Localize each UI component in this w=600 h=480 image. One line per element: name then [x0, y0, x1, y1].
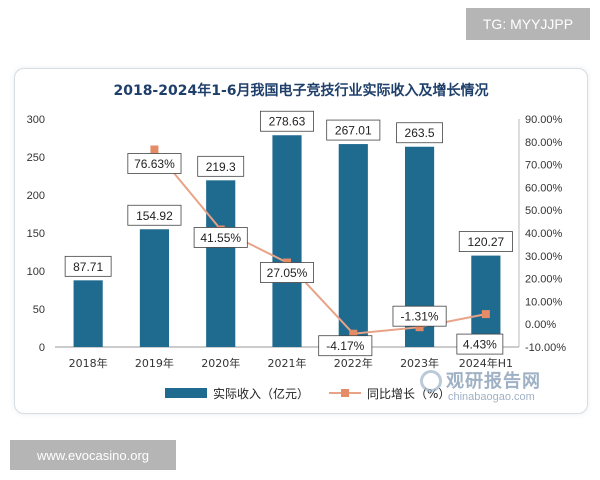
growth-point [150, 145, 159, 154]
y-right-tick-label: 80.00% [525, 137, 563, 149]
bar [73, 280, 103, 347]
growth-value-label-box [318, 335, 373, 357]
y-left-tick-label: 300 [27, 114, 45, 126]
x-tick-label: 2020年 [201, 356, 240, 370]
y-left-tick-label: 150 [27, 228, 45, 240]
growth-value-label: -1.31% [401, 310, 439, 324]
x-tick-label: 2022年 [334, 356, 373, 370]
bar [139, 229, 170, 347]
y-right-tick-label: 40.00% [525, 228, 563, 240]
watermark-name: 观研报告网 [446, 371, 541, 392]
bar-value-label-box [64, 255, 112, 277]
bar-value-label-box [259, 110, 314, 132]
growth-value-label-box [193, 227, 248, 248]
y-right-tick-label: 90.00% [525, 114, 563, 126]
y-left-tick-label: 250 [27, 152, 45, 164]
growth-point [415, 323, 424, 332]
x-tick-label: 2024年H1 [459, 356, 513, 370]
site-badge: www.evocasino.org [10, 440, 176, 470]
growth-value-label: -4.17% [326, 339, 364, 353]
growth-value-label-box [392, 305, 447, 327]
chart-card: 2018-2024年1-6月我国电子竞技行业实际收入及增长情况 0 50 100 150… [14, 68, 588, 414]
growth-value-label-box [456, 333, 504, 355]
growth-value-label: 41.55% [200, 231, 241, 245]
bar [272, 135, 302, 347]
bar-value-label: 219.3 [206, 160, 236, 174]
bar-value-label-box [458, 231, 513, 252]
y-right-tick-label: 10.00% [525, 296, 563, 308]
x-tick-label: 2021年 [268, 356, 307, 370]
bar [338, 144, 368, 347]
growth-value-label-box [127, 153, 182, 174]
bar-value-label-box [396, 122, 443, 144]
bar-value-label-box [197, 155, 245, 177]
growth-point [349, 329, 358, 338]
y-left-tick-label: 200 [27, 190, 45, 202]
bar [471, 255, 501, 347]
bar-value-label: 120.27 [468, 235, 505, 249]
watermark-domain: chinabaogao.com [448, 391, 535, 403]
y-right-tick-label: 20.00% [525, 274, 563, 286]
bar-value-label: 87.71 [73, 260, 103, 274]
bar-value-label: 267.01 [335, 124, 372, 138]
y-right-tick-label: 50.00% [525, 205, 563, 217]
watermark-logo-icon [420, 370, 442, 392]
growth-point [481, 310, 490, 319]
x-tick-label: 2018年 [69, 356, 108, 370]
legend-bar-label: 实际收入（亿元） [213, 386, 309, 401]
growth-value-label-box [259, 262, 314, 283]
growth-value-label: 4.43% [463, 338, 497, 352]
revenue-growth-chart: 2018-2024年1-6月我国电子竞技行业实际收入及增长情况 0 50 100 150… [27, 82, 567, 401]
y-right-tick-label: 30.00% [525, 251, 563, 263]
y-right-tick-label: 70.00% [525, 160, 563, 172]
bar-value-label: 278.63 [269, 115, 306, 129]
bar-value-label-box [127, 204, 182, 226]
bar-value-label: 263.5 [405, 126, 435, 140]
y-right-tick-label: -10.00% [525, 342, 566, 354]
y-right-tick-label: 60.00% [525, 182, 563, 194]
y-left-tick-label: 0 [39, 342, 45, 354]
telegram-badge: TG: MYYJJPP [466, 8, 590, 40]
chart-title: 2018-2024年1-6月我国电子竞技行业实际收入及增长情况 [113, 82, 488, 99]
growth-value-label: 27.05% [267, 266, 308, 280]
bar-value-label-box [326, 119, 381, 141]
legend-line-marker [341, 389, 349, 397]
growth-value-label: 76.63% [134, 157, 175, 171]
legend-bar-swatch [165, 388, 207, 398]
bar [206, 180, 236, 347]
x-tick-label: 2023年 [400, 356, 439, 370]
bar-value-label: 154.92 [136, 209, 173, 223]
y-left-tick-label: 50 [33, 304, 45, 316]
x-tick-label: 2019年 [135, 356, 174, 370]
y-left-tick-label: 100 [27, 266, 45, 278]
y-right-tick-label: 0.00% [525, 319, 556, 331]
